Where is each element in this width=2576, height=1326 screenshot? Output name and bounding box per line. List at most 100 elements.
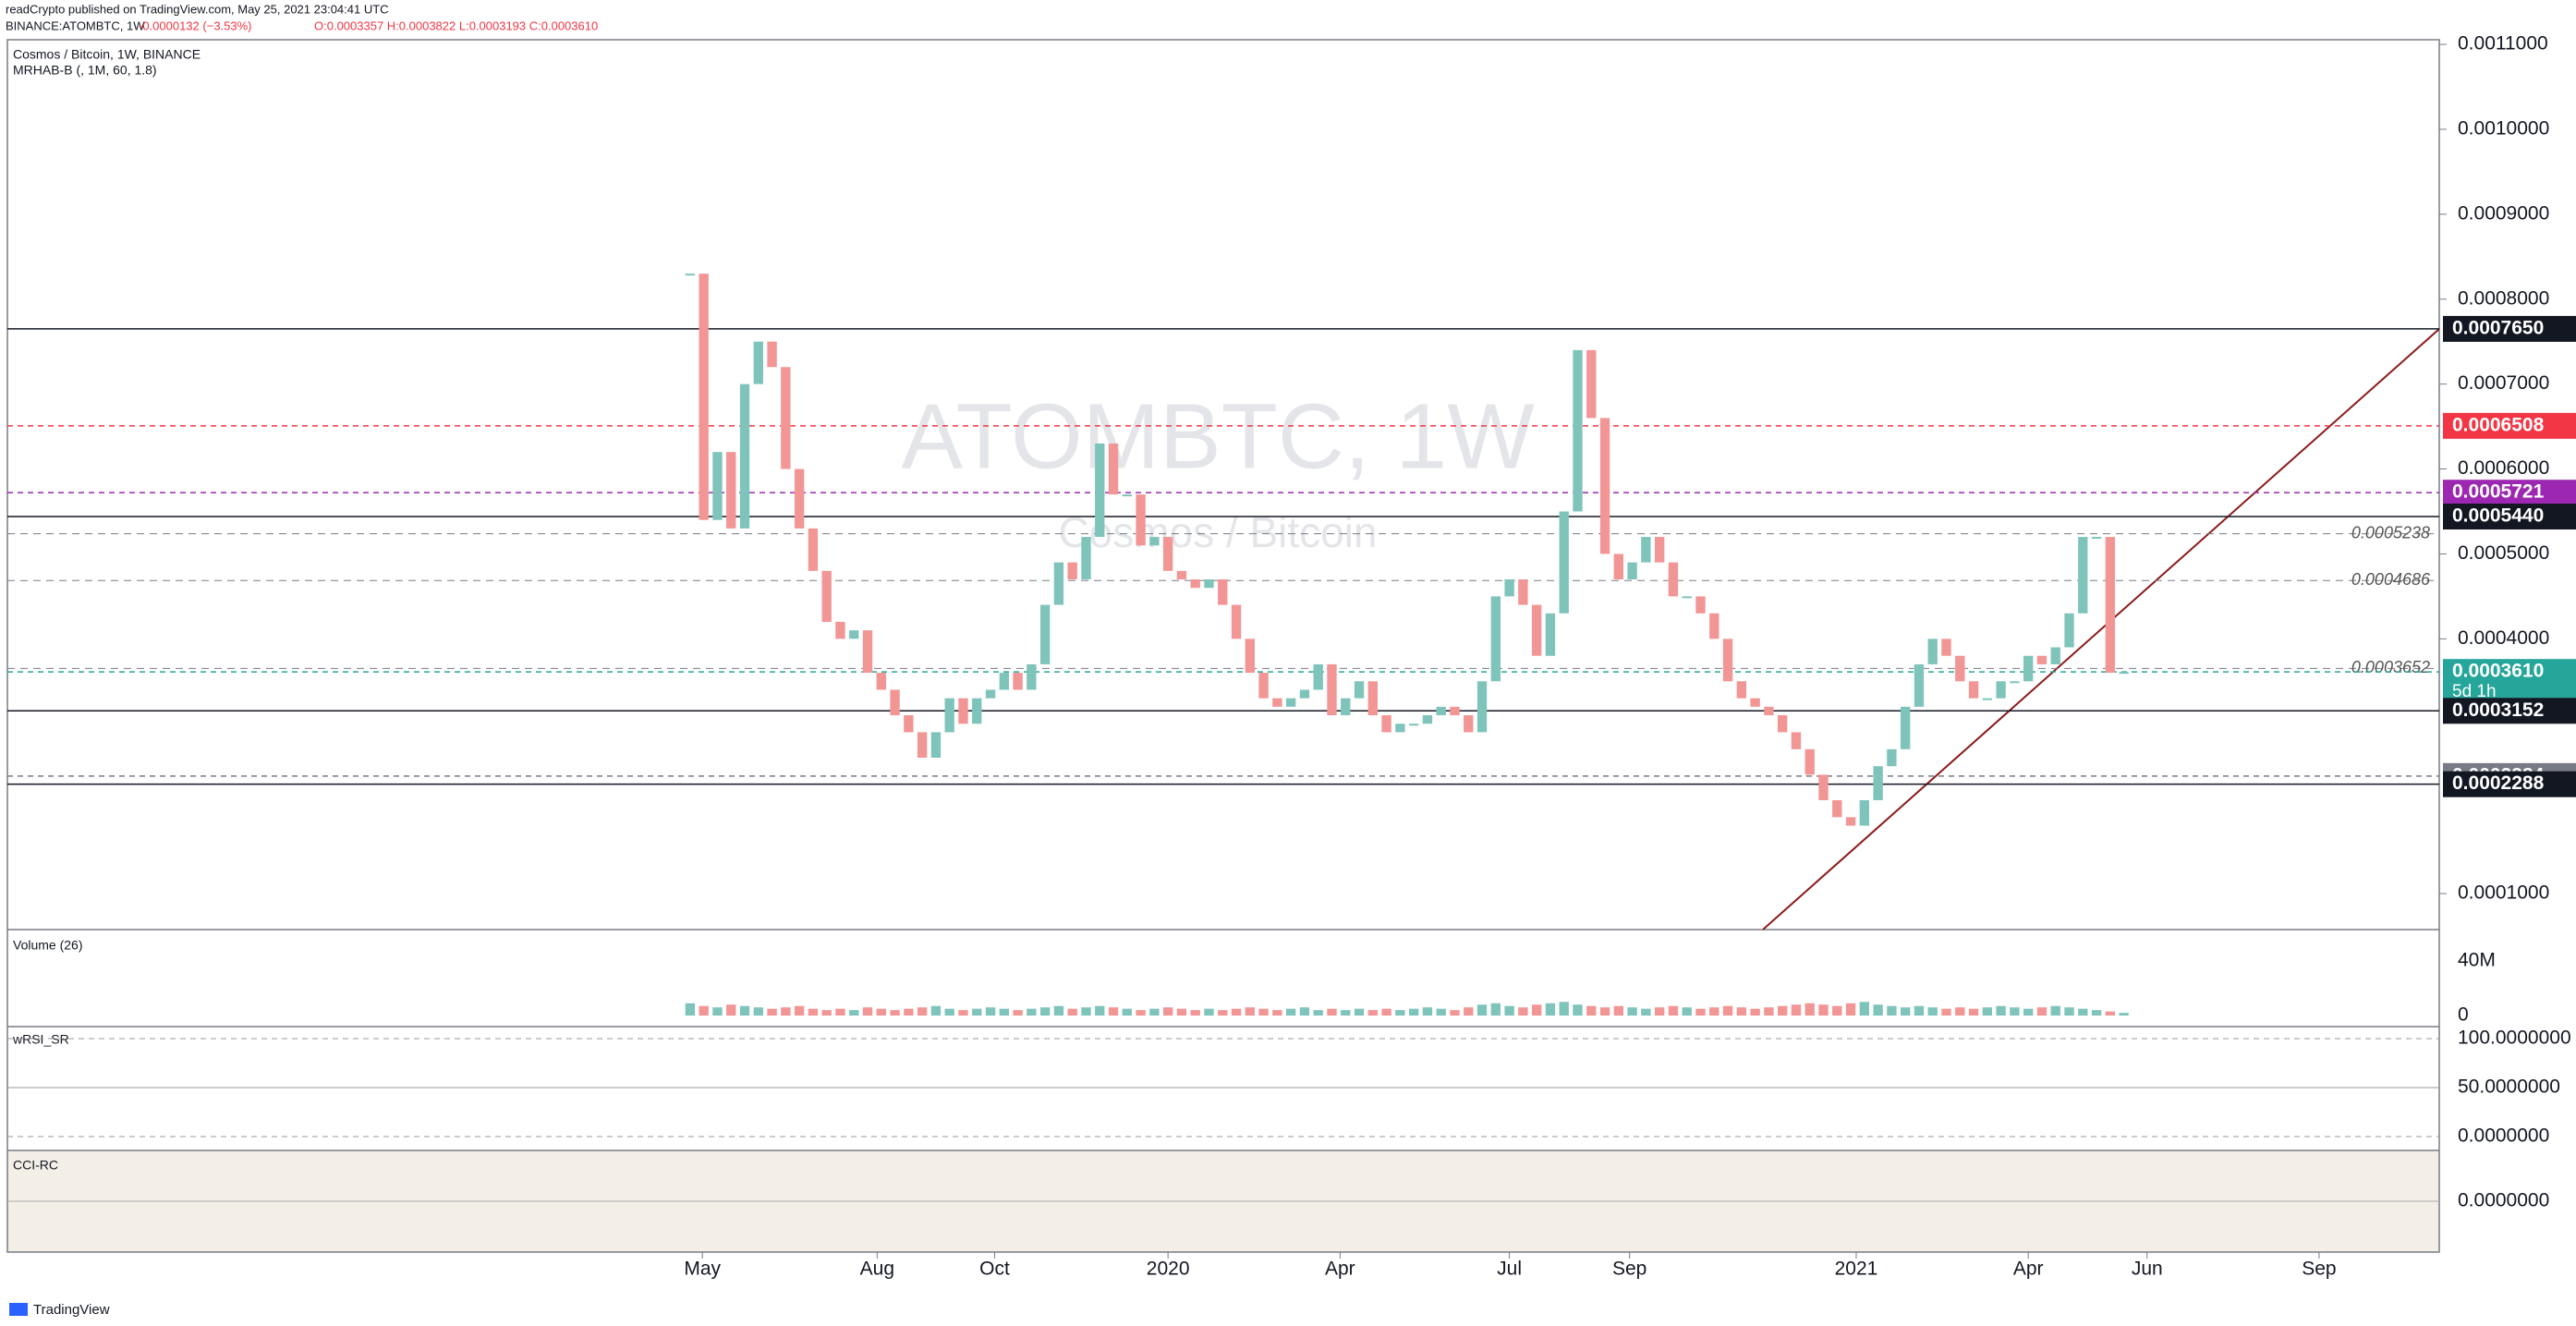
volume-bar (1791, 1004, 1802, 1016)
level-label: 0.0005238 (2351, 523, 2430, 541)
candle (1873, 766, 1883, 800)
volume-bar (1327, 1008, 1337, 1016)
candle (930, 732, 942, 758)
volume-bar (2078, 1008, 2088, 1016)
volume-bar (1381, 1008, 1391, 1016)
price-label: 0.0006508 (2452, 414, 2545, 435)
candle (1218, 579, 1228, 605)
volume-bar (1136, 1010, 1146, 1016)
candle (1013, 673, 1023, 690)
candle (1887, 748, 1897, 767)
y-tick-label: 0.0011000 (2458, 33, 2548, 55)
x-tick-label: Sep (1612, 1259, 1646, 1280)
volume-bar (1804, 1003, 1815, 1016)
candle (2064, 613, 2074, 648)
y-tick-label: 0.0006000 (2458, 457, 2549, 479)
price-label: 0.0003152 (2452, 699, 2544, 721)
candle (904, 715, 914, 733)
volume-bar (753, 1007, 763, 1016)
price-label-box (2443, 504, 2576, 530)
volume-bar (1559, 1002, 1569, 1016)
candle (1654, 537, 1665, 563)
volume-bar (1518, 1007, 1528, 1016)
volume-bar (1258, 1008, 1269, 1016)
x-tick-label: Apr (2013, 1259, 2044, 1280)
candle (821, 570, 832, 622)
countdown: 5d 1h (2452, 682, 2497, 701)
x-tick-label: 2021 (1835, 1259, 1878, 1280)
candle (2023, 655, 2034, 682)
candle (1736, 681, 1747, 699)
volume-tick-label: 40M (2458, 950, 2496, 971)
price-label-box (2443, 698, 2576, 724)
candle (1436, 706, 1446, 716)
candle (2010, 681, 2020, 684)
candle (1039, 604, 1051, 664)
volume-bar (1736, 1007, 1747, 1016)
candle (1367, 681, 1378, 716)
volume-bar (2064, 1007, 2074, 1016)
candle (1518, 579, 1528, 605)
volume-bar (1900, 1007, 1911, 1016)
candle (917, 732, 928, 758)
x-tick-label: Jul (1497, 1259, 1522, 1280)
candle (1559, 511, 1569, 614)
logo (9, 1303, 28, 1316)
candle (1162, 537, 1173, 571)
volume-bar (1053, 1005, 1064, 1016)
volume-bar (890, 1010, 900, 1016)
volume-bar (1013, 1010, 1023, 1016)
price-label: 0.0002288 (2452, 772, 2545, 794)
volume-bar (1996, 1005, 2006, 1016)
candle (2119, 672, 2129, 675)
candle (1476, 681, 1488, 733)
candle (1845, 817, 1856, 826)
volume-bar (2036, 1007, 2047, 1016)
volume-bar (808, 1008, 819, 1016)
cci-tick-label: 0.0000000 (2458, 1190, 2549, 1211)
volume-bar (835, 1008, 845, 1016)
candle (1408, 724, 1419, 726)
volume-bar (712, 1007, 723, 1016)
candle (1299, 689, 1310, 699)
candle (1122, 494, 1132, 497)
volume-bar (1627, 1007, 1637, 1016)
footer[interactable]: TradingView (33, 1302, 110, 1318)
volume-bar (1750, 1008, 1760, 1016)
candle (1941, 639, 1951, 656)
candle (808, 528, 819, 571)
volume-bar (1668, 1005, 1679, 1016)
watermark: ATOMBTC, 1W (901, 384, 1535, 488)
candle (1067, 562, 1077, 580)
volume-bar (739, 1005, 750, 1016)
candle (1613, 554, 1624, 580)
volume-bar (1573, 1004, 1583, 1016)
candle (1354, 681, 1365, 699)
volume-bar (1231, 1008, 1242, 1016)
volume-bar (2010, 1007, 2020, 1016)
candle (2050, 647, 2060, 664)
candle (1149, 537, 1160, 546)
candle (1190, 579, 1200, 589)
volume-tick-label: 0 (2458, 1004, 2469, 1026)
candle (890, 689, 900, 716)
candle (1136, 494, 1146, 546)
candle (1764, 706, 1774, 716)
volume-bar (1299, 1007, 1310, 1016)
candle (1381, 715, 1391, 733)
candle (1081, 537, 1091, 580)
volume-bar (1176, 1008, 1187, 1016)
x-tick-label: Oct (979, 1259, 1010, 1280)
level-label: 0.0003652 (2351, 658, 2430, 676)
volume-bar (1162, 1007, 1173, 1016)
candle (685, 274, 696, 276)
candle (944, 698, 954, 733)
volume-bar (1395, 1010, 1405, 1016)
y-tick-label: 0.0008000 (2458, 287, 2549, 309)
candle (753, 341, 763, 384)
candle (712, 452, 723, 520)
candle (1545, 613, 1556, 656)
volume-bar (917, 1007, 928, 1016)
symbol: BINANCE:ATOMBTC, 1W (6, 18, 145, 32)
